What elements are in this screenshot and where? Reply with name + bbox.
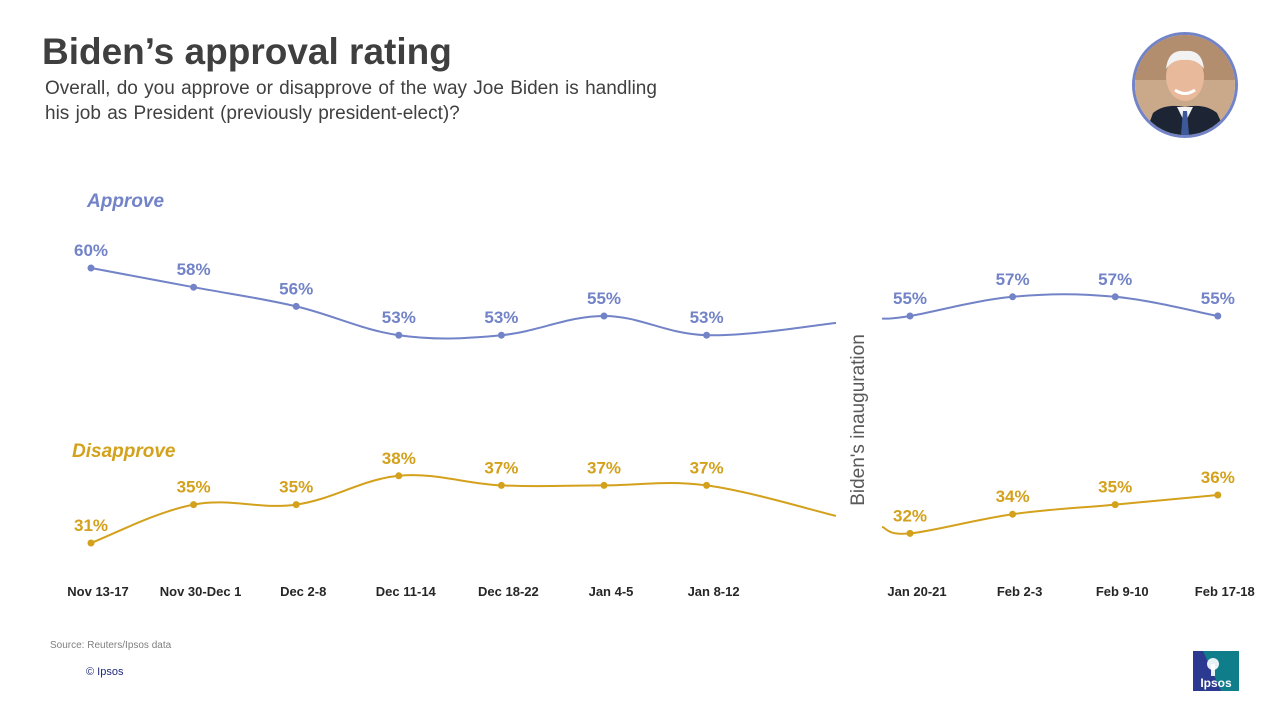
x-tick-label: Nov 13-17	[67, 584, 128, 599]
inauguration-annotation: Biden's inauguration	[848, 334, 869, 506]
president-portrait	[1132, 32, 1238, 138]
disapprove-point	[1111, 501, 1119, 509]
disapprove-data-label: 34%	[996, 487, 1030, 506]
approve-data-label: 53%	[382, 308, 416, 327]
disapprove-data-label: 35%	[177, 478, 211, 497]
x-tick-label: Jan 4-5	[589, 584, 634, 599]
approve-data-label: 53%	[690, 308, 724, 327]
ipsos-logo: Ipsos	[1193, 651, 1239, 691]
disapprove-line-segment	[90, 474, 837, 544]
disapprove-data-label: 38%	[382, 449, 416, 468]
chart-subtitle: Overall, do you approve or disapprove of…	[45, 78, 657, 124]
x-tick-label: Nov 30-Dec 1	[160, 584, 242, 599]
x-tick-label: Feb 17-18	[1195, 584, 1255, 599]
logo-text: Ipsos	[1200, 676, 1232, 690]
legend-disapprove: Disapprove	[72, 441, 176, 462]
disapprove-data-label: 35%	[1098, 478, 1132, 497]
disapprove-data-label: 37%	[690, 458, 724, 477]
disapprove-data-label: 32%	[893, 506, 927, 525]
disapprove-line-segment	[881, 494, 1218, 535]
approve-point	[497, 331, 505, 339]
disapprove-data-label: 31%	[74, 516, 108, 535]
approve-point	[1009, 293, 1017, 301]
x-tick-label: Feb 9-10	[1096, 584, 1149, 599]
disapprove-point	[190, 501, 198, 509]
approve-point	[1111, 293, 1119, 301]
disapprove-data-label: 37%	[587, 458, 621, 477]
disapprove-point	[703, 481, 711, 489]
approve-data-label: 60%	[74, 241, 108, 260]
approve-point	[1214, 312, 1222, 320]
disapprove-data-label: 36%	[1201, 468, 1235, 487]
disapprove-point	[600, 481, 608, 489]
disapprove-data-label: 37%	[484, 458, 518, 477]
approve-line-segment	[881, 293, 1218, 320]
disapprove-point	[1009, 510, 1017, 518]
disapprove-point	[395, 472, 403, 480]
approve-data-label: 55%	[1201, 289, 1235, 308]
copyright: © Ipsos	[86, 666, 124, 678]
disapprove-data-label: 35%	[279, 478, 313, 497]
approve-point	[395, 331, 403, 339]
x-tick-label: Jan 20-21	[887, 584, 946, 599]
approve-point	[87, 264, 95, 272]
approve-point	[600, 312, 608, 320]
source-note: Source: Reuters/Ipsos data	[50, 640, 172, 651]
approve-data-label: 57%	[996, 270, 1030, 289]
approve-point	[906, 312, 914, 320]
approve-data-label: 57%	[1098, 270, 1132, 289]
approve-data-label: 53%	[484, 308, 518, 327]
x-tick-label: Dec 2-8	[280, 584, 326, 599]
x-tick-label: Feb 2-3	[997, 584, 1043, 599]
disapprove-point	[87, 539, 95, 547]
approve-point	[190, 283, 198, 291]
chart-title: Biden’s approval rating	[42, 31, 452, 72]
approve-data-label: 55%	[587, 289, 621, 308]
x-tick-label: Dec 18-22	[478, 584, 539, 599]
approve-data-label: 55%	[893, 289, 927, 308]
disapprove-point	[497, 481, 505, 489]
disapprove-point	[292, 501, 300, 509]
approve-data-label: 56%	[279, 279, 313, 298]
approve-line-segment	[90, 267, 837, 340]
legend-approve: Approve	[86, 191, 165, 212]
disapprove-point	[906, 529, 914, 537]
approve-point	[703, 331, 711, 339]
disapprove-point	[1214, 491, 1222, 499]
approve-data-label: 58%	[177, 260, 211, 279]
x-tick-label: Dec 11-14	[376, 584, 437, 599]
approve-point	[292, 302, 300, 310]
x-tick-label: Jan 8-12	[688, 584, 740, 599]
